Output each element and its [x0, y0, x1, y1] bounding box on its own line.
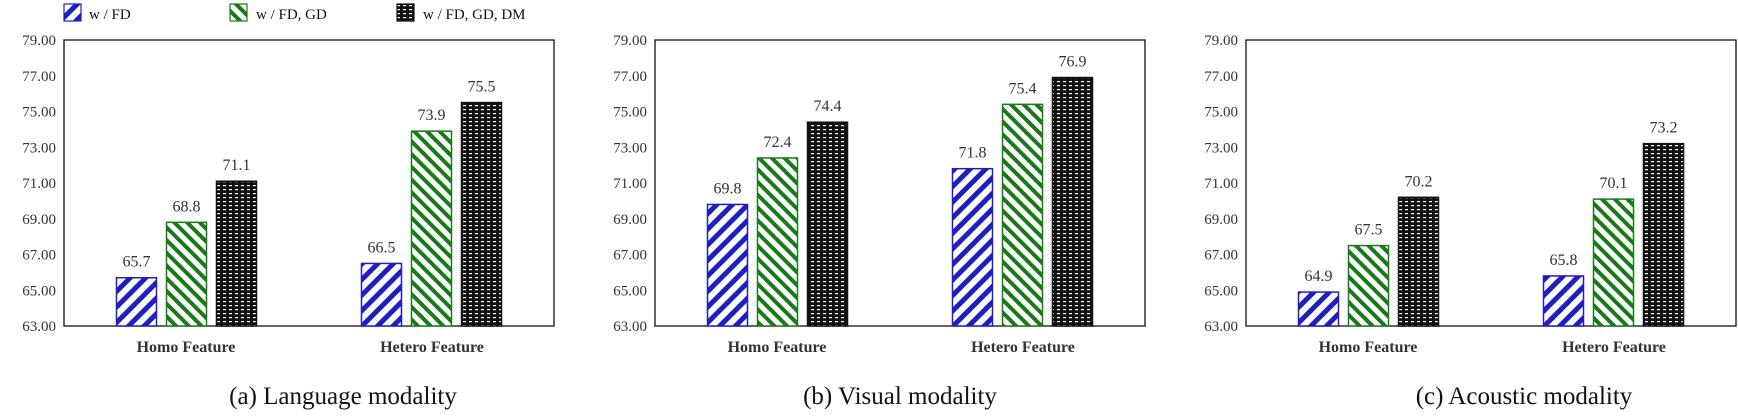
- y-tick-label: 65.00: [1204, 283, 1238, 299]
- y-axis-ticks: 63.00 65.00 67.00 69.00 71.00 73.00 75.00 77.00…: [613, 33, 647, 335]
- bar-homo-fd: [706, 203, 749, 327]
- y-tick-label: 77.00: [1204, 69, 1238, 85]
- y-tick-label: 75.00: [1204, 105, 1238, 121]
- x-tick-label-homo: Homo Feature: [137, 339, 236, 356]
- value-label-hetero-gd: 70.1: [1600, 175, 1628, 192]
- bar-hetero-fd: [951, 167, 994, 327]
- value-labels: 69.8 72.4 74.4 71.8 75.4 76.9: [714, 54, 1087, 198]
- y-tick-label: 79.00: [22, 33, 56, 49]
- legend-swatch-fd: [63, 3, 82, 22]
- value-label-homo-gd: 72.4: [764, 134, 792, 151]
- y-tick-label: 69.00: [22, 212, 56, 228]
- y-tick-label: 63.00: [613, 319, 647, 335]
- panel-caption: (a) Language modality: [229, 383, 457, 410]
- bar-hetero-fd: [1542, 275, 1585, 327]
- bar-homo-fd: [1297, 291, 1340, 327]
- y-tick-label: 67.00: [1204, 248, 1238, 264]
- legend-label-dm: w / FD, GD, DM: [423, 7, 526, 23]
- bar-hetero-fd: [360, 262, 403, 327]
- legend-item-dm: w / FD, GD, DM: [396, 3, 526, 23]
- value-label-homo-fd: 64.9: [1305, 268, 1333, 285]
- panel-visual-modality: 63.00 65.00 67.00 69.00 71.00 73.00 75.00 77.00…: [613, 33, 1146, 410]
- y-tick-label: 73.00: [613, 140, 647, 156]
- x-tick-label-hetero: Hetero Feature: [1562, 339, 1666, 356]
- x-tick-label-hetero: Hetero Feature: [380, 339, 484, 356]
- bar-homo-gd: [756, 157, 799, 327]
- bar-homo-gd: [1347, 244, 1390, 327]
- y-tick-label: 63.00: [1204, 319, 1238, 335]
- bar-hetero-gd: [1001, 103, 1044, 327]
- value-label-homo-fd: 65.7: [123, 254, 151, 271]
- bar-homo-dm: [215, 180, 258, 327]
- value-label-hetero-fd: 71.8: [959, 145, 987, 162]
- value-label-homo-gd: 68.8: [173, 198, 201, 215]
- y-tick-label: 79.00: [1204, 33, 1238, 49]
- bar-hetero-dm: [460, 101, 503, 327]
- legend-item-gd: w / FD, GD: [229, 3, 327, 23]
- y-tick-label: 63.00: [22, 319, 56, 335]
- value-labels: 65.7 68.8 71.1 66.5 73.9 75.5: [123, 79, 496, 271]
- bar-hetero-gd: [1592, 198, 1635, 327]
- value-label-hetero-fd: 65.8: [1550, 252, 1578, 269]
- y-axis-ticks: 63.00 65.00 67.00 69.00 71.00 73.00 75.00 77.00…: [1204, 33, 1238, 335]
- value-label-hetero-dm: 76.9: [1059, 54, 1087, 71]
- value-label-homo-dm: 74.4: [814, 98, 842, 115]
- y-tick-label: 67.00: [22, 248, 56, 264]
- panel-caption: (c) Acoustic modality: [1416, 383, 1633, 410]
- panel-acoustic-modality: 63.00 65.00 67.00 69.00 71.00 73.00 75.00 77.00…: [1204, 33, 1737, 410]
- legend-swatch-gd: [229, 3, 248, 22]
- bar-hetero-gd: [410, 130, 453, 327]
- y-tick-label: 69.00: [613, 212, 647, 228]
- bar-hetero-dm: [1051, 76, 1094, 327]
- value-label-hetero-gd: 73.9: [418, 107, 446, 124]
- value-labels: 64.9 67.5 70.2 65.8 70.1 73.2: [1305, 120, 1678, 285]
- plot-frame: [63, 39, 555, 327]
- bar-homo-dm: [1397, 196, 1440, 327]
- x-tick-label-homo: Homo Feature: [1319, 339, 1418, 356]
- value-label-hetero-dm: 73.2: [1650, 120, 1678, 137]
- legend-item-fd: w / FD: [63, 3, 131, 23]
- legend-label-fd: w / FD: [89, 7, 131, 23]
- y-tick-label: 65.00: [613, 283, 647, 299]
- y-axis-ticks: 63.00 65.00 67.00 69.00 71.00 73.00 75.00 77.00…: [22, 33, 56, 335]
- bar-homo-gd: [165, 221, 208, 327]
- y-tick-label: 71.00: [22, 176, 56, 192]
- bars: [706, 76, 1094, 327]
- y-tick-label: 79.00: [613, 33, 647, 49]
- bar-hetero-dm: [1642, 142, 1685, 327]
- plot-frame: [654, 39, 1146, 327]
- value-label-homo-dm: 70.2: [1405, 173, 1433, 190]
- panel-language-modality: 63.00 65.00 67.00 69.00 71.00 73.00 75.00 77.00…: [22, 33, 555, 410]
- value-label-homo-dm: 71.1: [223, 157, 251, 174]
- legend: w / FD w / FD, GD w / FD, GD, DM: [63, 3, 526, 23]
- bars: [115, 101, 503, 327]
- bar-homo-fd: [115, 276, 158, 327]
- y-tick-label: 73.00: [1204, 140, 1238, 156]
- y-tick-label: 65.00: [22, 283, 56, 299]
- bar-homo-dm: [806, 121, 849, 327]
- y-tick-label: 77.00: [22, 69, 56, 85]
- plot-frame: [1245, 39, 1737, 327]
- x-tick-label-homo: Homo Feature: [728, 339, 827, 356]
- y-tick-label: 71.00: [613, 176, 647, 192]
- value-label-hetero-gd: 75.4: [1009, 80, 1037, 97]
- y-tick-label: 77.00: [613, 69, 647, 85]
- y-tick-label: 71.00: [1204, 176, 1238, 192]
- panel-caption: (b) Visual modality: [803, 383, 997, 410]
- value-label-hetero-dm: 75.5: [468, 79, 496, 96]
- value-label-homo-gd: 67.5: [1355, 222, 1383, 239]
- y-tick-label: 75.00: [22, 105, 56, 121]
- y-tick-label: 75.00: [613, 105, 647, 121]
- value-label-homo-fd: 69.8: [714, 180, 742, 197]
- x-tick-label-hetero: Hetero Feature: [971, 339, 1075, 356]
- value-label-hetero-fd: 66.5: [368, 239, 396, 256]
- bars: [1297, 142, 1685, 327]
- legend-swatch-dm: [396, 3, 415, 22]
- legend-label-gd: w / FD, GD: [256, 7, 327, 23]
- y-tick-label: 69.00: [1204, 212, 1238, 228]
- y-tick-label: 67.00: [613, 248, 647, 264]
- y-tick-label: 73.00: [22, 140, 56, 156]
